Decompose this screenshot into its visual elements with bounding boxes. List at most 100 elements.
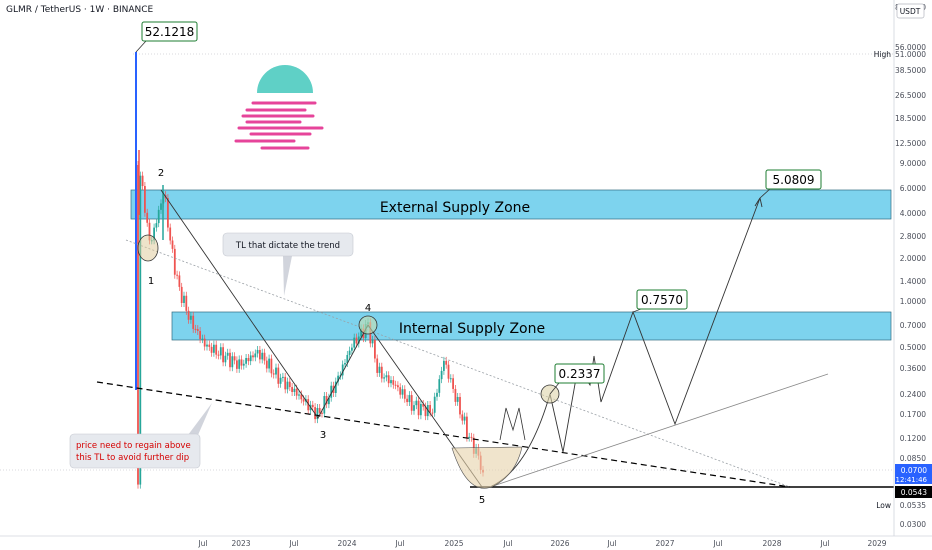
callout-target-3: 5.0809 — [759, 169, 822, 199]
candle-body — [185, 295, 188, 311]
candle-body — [328, 397, 330, 405]
candle-body — [277, 367, 280, 384]
candle-body — [238, 359, 241, 369]
x-tick-label: 2027 — [655, 539, 674, 548]
candle-body — [357, 336, 360, 344]
candle-body — [208, 344, 211, 347]
candle-body — [242, 363, 245, 366]
candle-body — [330, 385, 333, 398]
candle-body — [341, 364, 344, 376]
x-tick-label: Jul — [606, 539, 616, 548]
candle-body — [459, 396, 461, 415]
candle-body — [447, 364, 450, 379]
tl-annotation-tail — [283, 256, 292, 296]
y-tick-label: 4.0000 — [900, 209, 926, 218]
y-tick-label: 38.5000 — [895, 66, 926, 75]
wave-label-1: 1 — [148, 276, 154, 287]
y-tick-label: 12.5000 — [895, 139, 926, 148]
y-tick-label: 2.0000 — [900, 254, 926, 263]
candle-body — [424, 406, 427, 417]
candle-body — [415, 400, 418, 406]
candle-body — [443, 360, 445, 371]
y-tick-label: 0.0535 — [900, 501, 926, 510]
candle-body — [256, 349, 259, 354]
zigzag-projection — [499, 407, 526, 441]
y-tick-label: 0.0850 — [900, 454, 926, 463]
x-tick-label: Jul — [394, 539, 404, 548]
tl-annotation-text: TL that dictate the trend — [235, 241, 340, 251]
last-price-tag-box — [895, 464, 932, 484]
wave-4-circle — [358, 315, 378, 335]
internal-supply-zone-label: Internal Supply Zone — [399, 321, 545, 337]
candle-body — [408, 395, 411, 403]
logo-sun-icon — [257, 65, 313, 93]
high-label: High — [874, 50, 891, 59]
callout-target-2-text: 0.7570 — [641, 293, 683, 307]
candle-body — [213, 344, 215, 353]
candle-body — [344, 363, 346, 365]
candle-body — [422, 403, 425, 407]
candle-body — [390, 380, 392, 384]
candle-body — [456, 396, 459, 402]
candle-body — [323, 396, 326, 414]
candle-body — [401, 389, 404, 395]
rising-trend-line — [489, 373, 829, 488]
candle-body — [452, 378, 454, 389]
candle-body — [265, 360, 268, 369]
candle-body — [466, 416, 468, 438]
candle-body — [203, 338, 206, 347]
callout-target-3-pointer — [759, 188, 771, 199]
candle-body — [438, 379, 441, 393]
dashed-support-trend-line — [96, 381, 791, 488]
x-tick-label: Jul — [712, 539, 722, 548]
x-tick-label: Jul — [197, 539, 207, 548]
candle-body — [311, 404, 314, 408]
currency-badge-box — [896, 3, 925, 19]
candle-body — [173, 248, 176, 275]
internal-supply-zone: Internal Supply Zone — [171, 311, 892, 341]
candle-body — [298, 394, 300, 396]
wave-label-2: 2 — [158, 168, 164, 179]
tl-annotation-box — [222, 232, 354, 257]
candle-body — [376, 358, 379, 373]
callout-ath-box — [141, 21, 198, 42]
candle-body — [190, 315, 192, 320]
candle-body — [272, 373, 275, 375]
candle-body — [348, 350, 351, 355]
y-tick-label: 9.0000 — [900, 159, 926, 168]
candle-body — [180, 286, 183, 303]
candle-body — [353, 337, 356, 348]
callout-target-1-box — [554, 363, 605, 384]
callout-target-3-text: 5.0809 — [773, 173, 815, 187]
candle-body — [431, 412, 434, 414]
candle-body — [229, 352, 231, 368]
candle-body — [153, 227, 155, 241]
candle-body — [210, 346, 213, 353]
candle-body — [139, 175, 142, 485]
candle-body — [445, 360, 448, 365]
candle-body — [378, 366, 381, 373]
y-tick-label: 0.0300 — [900, 520, 926, 529]
candle-body — [295, 388, 298, 396]
candle-body — [399, 387, 402, 395]
candle-body — [222, 347, 224, 363]
candle-body — [231, 356, 234, 368]
candle-body — [302, 399, 305, 402]
x-tick-label: 2028 — [762, 539, 781, 548]
symbol-header: GLMR / TetherUS · 1W · BINANCE — [6, 5, 154, 15]
candle-body — [300, 394, 303, 400]
current-level-tag-box — [895, 486, 932, 498]
candle-body — [183, 295, 185, 303]
candle-body — [337, 375, 339, 382]
callout-target-3-box — [765, 169, 822, 190]
candle-body — [321, 412, 323, 414]
currency-badge[interactable]: USDT — [896, 3, 925, 19]
candle-body — [406, 398, 408, 403]
candle-body — [187, 310, 190, 320]
candle-body — [137, 165, 139, 485]
candle-body — [403, 389, 406, 399]
y-tick-label: 0.5000 — [900, 343, 926, 352]
callout-ath-pointer — [135, 40, 147, 53]
candle-body — [261, 352, 264, 360]
